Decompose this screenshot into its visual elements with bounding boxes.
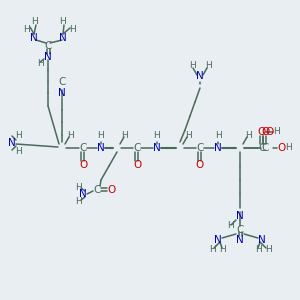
Text: H: H	[69, 26, 75, 34]
Text: O: O	[258, 127, 266, 137]
Text: H: H	[255, 245, 261, 254]
Text: H: H	[154, 131, 160, 140]
Text: H: H	[24, 26, 30, 34]
Text: H: H	[60, 17, 66, 26]
Text: N: N	[59, 33, 67, 43]
Text: H: H	[265, 245, 272, 254]
Text: N: N	[30, 33, 38, 43]
Text: N: N	[236, 211, 244, 221]
Text: O: O	[107, 185, 115, 195]
Text: C: C	[258, 143, 266, 153]
Text: O: O	[277, 143, 285, 153]
Text: H: H	[15, 130, 21, 140]
Text: C: C	[79, 143, 87, 153]
Text: O: O	[261, 127, 269, 137]
Text: H: H	[15, 146, 21, 155]
Text: N: N	[79, 189, 87, 199]
Text: N: N	[97, 143, 105, 153]
Text: H: H	[76, 196, 82, 206]
Text: N: N	[196, 71, 204, 81]
Text: O: O	[79, 160, 87, 170]
Text: H: H	[273, 128, 279, 136]
Text: N: N	[58, 88, 66, 98]
Text: C: C	[58, 77, 66, 87]
Text: H: H	[219, 245, 225, 254]
Text: N: N	[8, 138, 16, 148]
Text: N: N	[214, 235, 222, 245]
Text: O: O	[265, 127, 273, 137]
Text: N: N	[236, 235, 244, 245]
Text: H: H	[32, 17, 38, 26]
Text: C: C	[236, 225, 244, 235]
Text: H: H	[122, 130, 128, 140]
Text: O: O	[196, 160, 204, 170]
Text: H: H	[67, 130, 73, 140]
Text: H: H	[184, 130, 191, 140]
Text: H: H	[244, 130, 251, 140]
Text: H: H	[98, 131, 104, 140]
Text: O: O	[133, 160, 141, 170]
Text: C: C	[196, 143, 204, 153]
Text: N: N	[258, 235, 266, 245]
Text: C: C	[44, 41, 52, 51]
Text: H: H	[286, 143, 292, 152]
Text: N: N	[214, 143, 222, 153]
Text: H: H	[226, 221, 233, 230]
Text: C: C	[93, 185, 101, 195]
Text: N: N	[153, 143, 161, 153]
Text: C: C	[261, 143, 269, 153]
Text: H: H	[208, 245, 215, 254]
Text: C: C	[133, 143, 141, 153]
Text: H: H	[37, 58, 44, 68]
Text: H: H	[189, 61, 195, 70]
Text: H: H	[214, 131, 221, 140]
Text: N: N	[44, 52, 52, 62]
Text: H: H	[205, 61, 212, 70]
Text: H: H	[76, 182, 82, 191]
